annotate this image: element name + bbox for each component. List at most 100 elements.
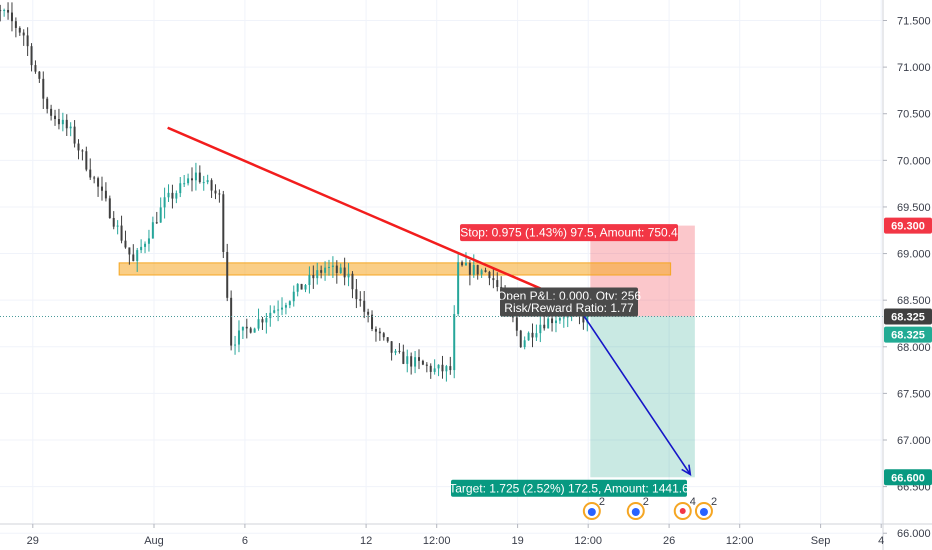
event-marker[interactable]: 4 — [673, 496, 696, 520]
candle-body — [378, 331, 381, 334]
candle-body — [77, 143, 80, 151]
time-axis[interactable]: 29 Aug 6 12 12:00 19 12:00 26 12:00 Sep 4 — [27, 524, 885, 547]
trendline[interactable] — [167, 126, 579, 306]
candle-body — [308, 275, 311, 285]
rr-label: Risk/Reward Ratio: 1.77 — [504, 301, 634, 315]
y-tick-label: 67.500 — [897, 388, 931, 400]
candle-body — [183, 183, 186, 185]
candle-body — [202, 182, 205, 184]
candle-body — [284, 305, 287, 308]
candle-body — [316, 270, 319, 279]
price-tag — [884, 326, 932, 343]
candle-body — [386, 337, 389, 342]
arrow-line[interactable] — [582, 313, 691, 475]
target-label: Target: 1.725 (2.52%) 172.5, Amount: 144… — [449, 481, 689, 495]
x-tick-label: Sep — [811, 535, 831, 547]
event-marker[interactable]: 2 — [626, 496, 649, 520]
x-tick-label: Aug — [144, 535, 164, 547]
candle-body — [343, 267, 346, 278]
candle-body — [191, 178, 194, 181]
candle-body — [402, 351, 405, 364]
candle-body — [187, 178, 190, 184]
y-tick-label: 69.000 — [897, 249, 931, 261]
stop-label: Stop: 0.975 (1.43%) 97.5, Amount: 750.4 — [460, 226, 678, 240]
candle-body — [453, 314, 456, 371]
event-marker[interactable]: 2 — [694, 496, 717, 520]
candle-body — [390, 341, 393, 353]
candle-body — [171, 192, 174, 199]
candle-body — [61, 119, 64, 125]
candle-body — [562, 317, 565, 319]
candle-body — [128, 247, 131, 255]
candle-body — [273, 310, 276, 313]
candle-body — [18, 27, 21, 33]
candle-body — [406, 356, 409, 364]
candle-body — [269, 312, 272, 319]
y-tick-label: 69.500 — [897, 202, 931, 214]
candle-body — [539, 324, 542, 334]
candle-body — [547, 318, 550, 329]
candle-body — [253, 328, 256, 333]
price-tag-label: 66.600 — [891, 472, 925, 484]
candle-body — [155, 222, 158, 224]
event-marker[interactable]: 2 — [582, 496, 605, 520]
candle-body — [449, 366, 452, 371]
candle-body — [206, 180, 209, 183]
candle-body — [492, 278, 495, 281]
candle-body — [464, 262, 467, 266]
candle-body — [234, 344, 237, 346]
price-tags: 69.300 68.325 68.325 66.600 — [884, 217, 932, 486]
candle-body — [34, 65, 37, 72]
x-tick-label: 26 — [663, 535, 675, 547]
drawings[interactable] — [167, 126, 692, 477]
candle-body — [304, 284, 307, 290]
y-tick-label: 71.500 — [897, 16, 931, 28]
candle-body — [230, 297, 233, 346]
candle-body — [226, 251, 229, 298]
candle-body — [335, 265, 338, 274]
candle-body — [214, 190, 217, 194]
event-count: 2 — [643, 496, 649, 508]
x-tick-label: 19 — [511, 535, 523, 547]
candle-body — [468, 262, 471, 275]
candle-body — [50, 108, 53, 116]
candle-body — [210, 180, 213, 191]
candle-body — [429, 365, 432, 372]
price-tag-label: 68.325 — [891, 330, 925, 342]
x-tick-label: 4 — [878, 535, 884, 547]
event-markers[interactable]: 2 2 4 2 — [582, 496, 717, 520]
position-labels: Stop: 0.975 (1.43%) 97.5, Amount: 750.4 T… — [449, 224, 689, 497]
arrow-head[interactable] — [681, 464, 692, 477]
price-axis[interactable]: 71.500 71.000 70.500 70.000 69.500 69.000 68.5… — [883, 16, 931, 541]
candle-body — [179, 183, 182, 194]
price-tag — [884, 469, 932, 486]
candle-body — [296, 283, 299, 292]
candle-body — [312, 275, 315, 279]
target-zone[interactable] — [590, 316, 695, 478]
candle-body — [89, 169, 92, 178]
x-tick-label: 12 — [360, 535, 372, 547]
rr-label-bg — [500, 299, 638, 317]
candle-body — [30, 46, 33, 66]
candle-body — [261, 319, 264, 323]
price-tag — [884, 217, 932, 234]
y-tick-label: 68.500 — [897, 295, 931, 307]
candle-body — [582, 314, 585, 323]
candle-body — [484, 270, 487, 272]
candle-body — [374, 328, 377, 332]
x-tick-label: 12:00 — [574, 535, 602, 547]
zone-rect[interactable] — [118, 262, 672, 276]
candle-body — [417, 357, 420, 361]
candle-body — [151, 222, 154, 239]
candle-body — [457, 262, 460, 315]
candle-body — [441, 364, 444, 372]
candle-body — [159, 207, 162, 223]
candle-body — [108, 198, 111, 218]
resistance-zone[interactable] — [118, 262, 672, 276]
candle-body — [515, 317, 518, 331]
candle-body — [523, 340, 526, 348]
candle-body — [54, 115, 57, 120]
candle-body — [371, 314, 374, 329]
candle-body — [85, 151, 88, 170]
